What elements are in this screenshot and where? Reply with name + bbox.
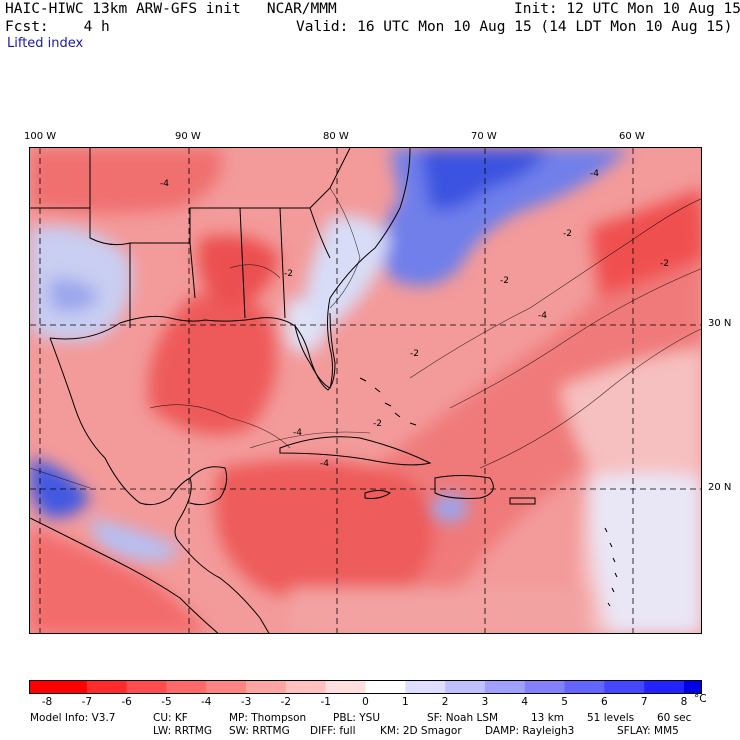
lon-label-80w: 80 W (323, 131, 349, 142)
colorbar-swatch (405, 680, 446, 694)
colorbar-swatch (166, 680, 207, 694)
contour-label: -4 (320, 459, 329, 469)
model-info-pbl: PBL: YSU (333, 712, 381, 724)
colorbar-swatch (29, 680, 48, 694)
model-info-sw: SW: RRTMG (229, 725, 290, 737)
lon-label-90w: 90 W (175, 131, 201, 142)
contour-label: -2 (500, 276, 509, 286)
colorbar-tick-label: 6 (601, 696, 608, 708)
colorbar-swatch (285, 680, 327, 694)
colorbar (29, 680, 702, 694)
contour-label: -2 (563, 229, 572, 239)
colorbar-swatch (564, 680, 605, 694)
model-info-sf: SF: Noah LSM (427, 712, 499, 724)
colorbar-swatch (86, 680, 128, 694)
colorbar-outline (29, 680, 702, 694)
colorbar-swatch (684, 680, 702, 694)
colorbar-tick-label: -3 (240, 696, 252, 708)
lat-label-30n: 30 N (708, 318, 732, 329)
lat-label-20n: 20 N (708, 482, 732, 493)
model-info-resolution: 13 km (531, 712, 565, 724)
coastlines (30, 148, 618, 633)
colorbar-tick-label: 8 (680, 696, 688, 708)
model-info-sflay: SFLAY: MM5 (617, 725, 679, 737)
colorbar-tick-label: -7 (81, 696, 93, 708)
valid-time: Valid: 16 UTC Mon 10 Aug 15 (14 LDT Mon … (296, 19, 733, 35)
contour-label: -4 (160, 179, 169, 189)
colorbar-swatch (206, 680, 247, 694)
model-info-lw: LW: RRTMG (153, 725, 212, 737)
colorbar-swatch (524, 680, 566, 694)
model-info-damp: DAMP: Rayleigh3 (485, 725, 575, 737)
colorbar-tick-label: 2 (441, 696, 449, 708)
model-info-diff: DIFF: full (310, 725, 356, 737)
colorbar-swatch (604, 680, 645, 694)
colorbar-swatch (644, 680, 685, 694)
colorbar-swatch (365, 680, 406, 694)
contour-label: -2 (410, 349, 419, 359)
colorbar-tick-label: -1 (320, 696, 331, 708)
colorbar-swatch (484, 680, 526, 694)
lon-label-70w: 70 W (471, 131, 497, 142)
forecast-hour: Fcst: 4 h (5, 19, 110, 35)
model-title: HAIC-HIWC 13km ARW-GFS init NCAR/MMM (5, 1, 337, 17)
model-info-mp: MP: Thompson (229, 712, 307, 724)
model-info-timestep: 60 sec (657, 712, 692, 724)
colorbar-unit: °C (694, 693, 707, 705)
li-contours (30, 187, 701, 489)
colorbar-tick-label: 3 (481, 696, 489, 708)
lon-label-100w: 100 W (24, 131, 57, 142)
colorbar-tick-label: -8 (41, 696, 53, 708)
contour-label: -4 (538, 311, 547, 321)
colorbar-swatch (445, 680, 486, 694)
contour-label: -2 (284, 269, 293, 279)
init-time: Init: 12 UTC Mon 10 Aug 15 (514, 1, 740, 17)
lifted-index-map: -4 -2 -2 -2 -4 -2 -4 -4 -2 -4 -2 (29, 147, 702, 634)
model-info-version: Model Info: V3.7 (30, 712, 116, 724)
colorbar-swatch (246, 680, 287, 694)
contour-label-group: -4 -2 -2 -2 -4 -2 -4 -4 -2 -4 -2 (160, 169, 669, 469)
colorbar-tick-label: -4 (201, 696, 212, 708)
colorbar-tick-label: 4 (521, 696, 529, 708)
contour-label: -4 (590, 169, 599, 179)
model-info-km: KM: 2D Smagor (380, 725, 462, 737)
colorbar-tick-label: 5 (561, 696, 568, 708)
colorbar-tick-label: 7 (640, 696, 648, 708)
colorbar-swatch (126, 680, 167, 694)
field-shading (30, 148, 701, 633)
colorbar-tick-label: -6 (121, 696, 132, 708)
positive-li-shading (30, 148, 701, 562)
model-info-levels: 51 levels (587, 712, 635, 724)
colorbar-tick-label: 0 (362, 696, 369, 708)
contour-label: -4 (293, 428, 302, 438)
colorbar-tick-label: -5 (161, 696, 172, 708)
contour-label: -2 (373, 419, 382, 429)
colorbar-swatch (47, 680, 88, 694)
lon-label-60w: 60 W (619, 131, 645, 142)
contour-label: -2 (660, 259, 669, 269)
colorbar-tick-label: -2 (280, 696, 292, 708)
model-info-cu: CU: KF (153, 712, 188, 724)
field-name: Lifted index (7, 36, 84, 51)
colorbar-swatch (325, 680, 366, 694)
colorbar-tick-label: 1 (401, 696, 409, 708)
